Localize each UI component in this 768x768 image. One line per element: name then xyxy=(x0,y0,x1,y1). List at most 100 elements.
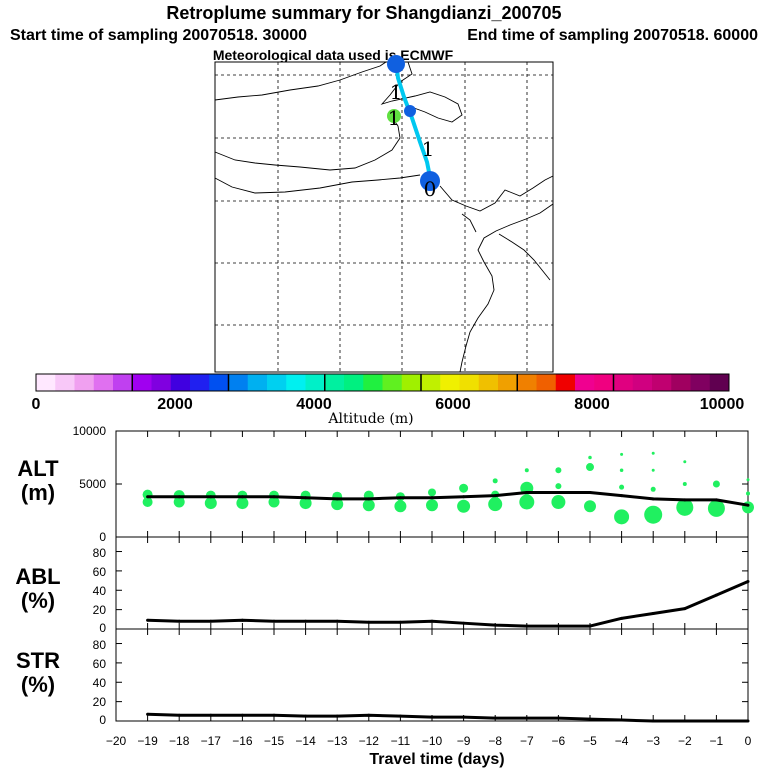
series-point xyxy=(430,619,434,623)
colorbar-swatch xyxy=(228,374,249,391)
x-tick-label: −10 xyxy=(422,734,443,748)
series-point xyxy=(240,713,244,717)
series-line xyxy=(147,490,749,507)
cluster-point xyxy=(746,491,750,496)
series-point xyxy=(209,495,213,499)
str-plot-area xyxy=(115,629,750,723)
colorbar-swatch xyxy=(305,374,326,391)
coastlines-and-borders xyxy=(214,61,554,373)
alt-ytick: 0 xyxy=(99,530,106,544)
trajectory-label-north: 1 xyxy=(390,80,403,104)
series-line xyxy=(147,580,749,628)
colorbar-swatch xyxy=(459,374,480,391)
trajectory-cluster-mid-blue xyxy=(404,105,416,117)
colorbar-tick: 8000 xyxy=(574,396,610,413)
series-point xyxy=(714,498,718,502)
abl-ytick: 20 xyxy=(93,603,107,617)
cluster-point xyxy=(204,497,217,510)
alt-ytick: 5000 xyxy=(79,477,106,491)
colorbar-swatch xyxy=(93,374,114,391)
x-axis-label: Travel time (days) xyxy=(369,751,504,768)
series-point xyxy=(493,623,497,627)
series-point xyxy=(335,497,339,501)
cluster-point xyxy=(620,452,624,456)
cluster-point xyxy=(142,497,153,508)
x-tick-label: −20 xyxy=(106,734,127,748)
series-point xyxy=(430,715,434,719)
series-point xyxy=(398,714,402,718)
cluster-point xyxy=(268,496,280,508)
alt-panel: ALT (m) 10000 5000 0 xyxy=(17,424,754,544)
colorbar-swatch xyxy=(594,374,614,391)
x-axis-tick-labels: −20 −19 −18 −17 −16 −15 −14 −13 −12 −11 −10 −9 −8 −7−… xyxy=(106,734,752,748)
colorbar-swatch xyxy=(652,374,672,391)
abl-panel-label: ABL xyxy=(15,564,60,589)
series-point xyxy=(588,624,592,628)
series-point xyxy=(651,719,655,723)
cluster-point xyxy=(584,500,596,513)
series-point xyxy=(240,495,244,499)
abl-panel: ABL (%) 80 60 40 20 0 xyxy=(15,536,750,635)
cluster-point xyxy=(519,494,535,510)
str-panel-unit: (%) xyxy=(21,672,55,697)
series-point xyxy=(146,712,150,716)
cluster-point xyxy=(676,498,694,516)
trajectory-cluster-mid-green xyxy=(387,109,401,123)
x-tick-label: −11 xyxy=(391,734,411,748)
series-point xyxy=(398,496,402,500)
met-data-label: Meteorological data used is ECMWF xyxy=(213,47,454,63)
cluster-point xyxy=(362,499,375,512)
abl-panel-unit: (%) xyxy=(21,588,55,613)
x-tick-label: −17 xyxy=(201,734,222,748)
series-point xyxy=(556,624,560,628)
colorbar-swatch xyxy=(555,374,576,391)
colorbar-swatch xyxy=(209,374,229,391)
cluster-point xyxy=(457,499,471,513)
cluster-point xyxy=(488,497,503,512)
colorbar-tick: 0 xyxy=(32,396,41,413)
colorbar-swatch xyxy=(517,374,537,391)
series-point xyxy=(272,713,276,717)
cluster-point xyxy=(492,478,498,484)
colorbar-swatch xyxy=(132,374,152,391)
colorbar-swatch xyxy=(401,374,422,391)
series-point xyxy=(462,495,466,499)
str-panel-label: STR xyxy=(16,648,60,673)
str-ytick: 60 xyxy=(93,657,107,671)
series-point xyxy=(683,607,687,611)
x-tick-label: −6 xyxy=(552,734,566,748)
x-tick-label: −4 xyxy=(615,734,629,748)
str-ytick: 20 xyxy=(93,695,107,709)
alt-panel-label: ALT xyxy=(17,456,59,481)
x-tick-label: −2 xyxy=(678,734,692,748)
x-tick-label: −12 xyxy=(359,734,380,748)
colorbar-swatch xyxy=(671,374,691,391)
cluster-point xyxy=(682,482,687,486)
x-tick-label: −3 xyxy=(646,734,660,748)
series-point xyxy=(525,490,529,494)
colorbar-swatch xyxy=(190,374,210,391)
colorbar-swatch xyxy=(170,374,191,391)
series-point xyxy=(588,490,592,494)
series-point xyxy=(588,717,592,721)
colorbar-tick: 2000 xyxy=(157,396,193,413)
abl-ytick: 80 xyxy=(93,546,107,560)
colorbar-swatch xyxy=(709,374,730,391)
colorbar-swatch xyxy=(382,374,403,391)
trajectory-line xyxy=(394,61,433,183)
cluster-point xyxy=(236,497,249,510)
x-tick-label: −18 xyxy=(169,734,190,748)
colorbar-swatch xyxy=(324,374,345,391)
x-tick-label: −1 xyxy=(710,734,724,748)
series-point xyxy=(272,619,276,623)
colorbar-swatch xyxy=(613,374,634,391)
colorbar-swatch xyxy=(247,374,268,391)
alt-ytick: 10000 xyxy=(73,424,107,438)
x-tick-label: −7 xyxy=(520,734,534,748)
series-point xyxy=(209,619,213,623)
cluster-point xyxy=(619,468,624,472)
series-point xyxy=(430,496,434,500)
cluster-point xyxy=(426,499,438,512)
colorbar-swatch xyxy=(286,374,306,391)
map-frame xyxy=(214,61,554,373)
